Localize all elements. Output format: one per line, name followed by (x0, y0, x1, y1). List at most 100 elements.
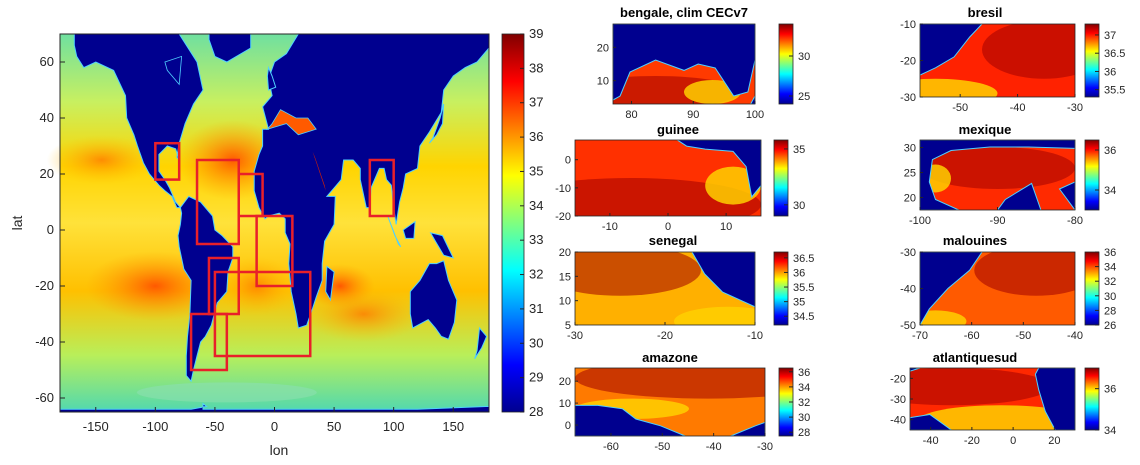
panel-x-tick-label: -60 (603, 441, 619, 453)
panel-y-tick-label: 20 (559, 376, 571, 388)
main-colorbar-tick-label: 35 (529, 163, 543, 178)
panel-colorbar-tick-label: 34 (1104, 262, 1116, 274)
figure-text: lon lat bengale, clim CECv7 bresil guine… (9, 5, 1017, 458)
panel-warm-core (575, 252, 701, 296)
panel-colorbar-tick-label: 36.5 (793, 253, 814, 265)
panel-colorbar-tick-label: 35.5 (1104, 85, 1125, 97)
panel-colorbar-tick-label: 36 (1104, 66, 1116, 78)
main-colorbar-tick-label: 39 (529, 26, 543, 41)
main-colorbar-tick-label: 34 (529, 198, 543, 213)
panel-y-tick-label: -30 (890, 394, 906, 406)
panel-x-tick-label: -30 (1067, 102, 1083, 114)
region-box-atlantiquesud (213, 270, 312, 358)
panel-colorbar-tick-label: 32 (1104, 276, 1116, 288)
panel-colorbar-tick-label: 30 (798, 412, 810, 424)
main-x-axis-label: lon (270, 442, 289, 458)
panel-land (920, 252, 983, 325)
panel-cool-area (918, 405, 1075, 430)
panel-y-tick-label: -50 (900, 320, 916, 332)
main-colorbar-tick-label: 37 (529, 95, 543, 110)
panel-amazone: -60 -50 -40 -30 20 10 0 28 30 32 34 36 (559, 367, 811, 453)
panel-colorbar-tick-label: 36 (793, 267, 805, 279)
panel-cool-area (705, 166, 761, 205)
land-japan (428, 103, 445, 144)
panel-colorbar-tick-label: 37 (1104, 30, 1116, 42)
land-eurasia-africa (253, 33, 490, 329)
y-tick-label: -40 (35, 334, 54, 349)
panel-colorbar-tick-label: 32 (798, 397, 810, 409)
panel-x-tick-label: -50 (1015, 330, 1031, 342)
panel-field (575, 368, 765, 436)
panel-malouines: -70 -60 -50 -40 -30 -40 -50 26 28 30 32 34 36 (900, 247, 1116, 342)
land-indonesia-1 (387, 215, 402, 248)
x-tick-label: -100 (142, 419, 168, 434)
panel-title-mexique: mexique (959, 122, 1012, 137)
x-tick-label: 150 (442, 419, 464, 434)
panel-y-tick-label: -30 (900, 92, 916, 104)
panel-colorbar-tick-label: 30 (798, 51, 810, 63)
land-new-guinea (429, 232, 455, 259)
main-colorbar-tick-label: 32 (529, 267, 543, 282)
panel-cool-area (920, 310, 967, 325)
panel-atlantiquesud: -40 -20 0 20 -20 -30 -40 34 36 (890, 367, 1116, 447)
panel-x-tick-label: 0 (665, 221, 671, 233)
panel-axes-box (574, 367, 766, 437)
panel-y-tick-label: 15 (559, 271, 571, 283)
panel-x-tick-label: -50 (952, 102, 968, 114)
panel-colorbar-tick-label: 35.5 (793, 282, 814, 294)
region-box-guinee (255, 214, 294, 288)
panel-y-tick-label: -20 (900, 56, 916, 68)
x-tick-label: -150 (83, 419, 109, 434)
panel-colorbar-tick-label: 36 (1104, 384, 1116, 396)
main-colorbar-tick-label: 36 (529, 129, 543, 144)
panel-land (920, 140, 1075, 210)
y-tick-label: 40 (40, 110, 54, 125)
panel-colorbar-gradient (773, 139, 789, 217)
panel-land (730, 421, 765, 436)
panel-title-guinee: guinee (657, 122, 699, 137)
panel-colorbar-gradient (1084, 23, 1100, 98)
panel-x-tick-label: 10 (720, 221, 732, 233)
panel-colorbar-tick-label: 30 (793, 200, 805, 212)
panel-colorbar-tick-label: 36 (798, 367, 810, 379)
main-colorbar-gradient (501, 33, 525, 413)
panel-bengale: 80 90 100 10 20 25 30 (597, 23, 810, 121)
panel-x-tick-label: -40 (923, 435, 939, 447)
panel-y-tick-label: 10 (597, 76, 609, 88)
panel-colorbar-tick-label: 34.5 (793, 311, 814, 323)
land-new-zealand (474, 326, 488, 360)
panel-x-tick-label: -80 (1067, 215, 1083, 227)
panel-y-tick-label: 30 (904, 143, 916, 155)
main-colorbar-tick-label: 28 (529, 404, 543, 419)
panel-land (910, 368, 921, 372)
panel-land (676, 140, 761, 199)
main-colorbar-tick-label: 30 (529, 335, 543, 350)
land-north-america (73, 33, 204, 209)
panel-x-tick-label: -100 (909, 215, 931, 227)
panel-land (910, 413, 953, 430)
panel-field (920, 24, 1075, 97)
panel-x-tick-label: -40 (1067, 330, 1083, 342)
y-tick-label: 20 (40, 166, 54, 181)
panel-title-malouines: malouines (943, 233, 1007, 248)
panel-y-tick-label: -10 (555, 183, 571, 195)
x-tick-label: 0 (271, 419, 278, 434)
sea-hudson-bay (164, 55, 183, 86)
panel-y-tick-label: 25 (904, 168, 916, 180)
land-madagascar (325, 265, 335, 302)
main-colorbar-tick-label: 29 (529, 370, 543, 385)
panel-title-atlantiquesud: atlantiquesud (933, 350, 1018, 365)
panel-colorbar-tick-label: 35 (793, 144, 805, 156)
panel-field (920, 140, 1075, 210)
panel-axes-box (612, 23, 756, 105)
panel-x-tick-label: 90 (687, 109, 699, 121)
panel-colorbar-tick-label: 34 (1104, 185, 1116, 197)
sea-mediterranean (266, 109, 317, 136)
panel-land (1058, 181, 1075, 210)
region-box-bengale (368, 158, 395, 218)
panel-y-tick-label: 20 (597, 42, 609, 54)
panel-colorbar-tick-label: 30 (1104, 291, 1116, 303)
panel-colorbar-gradient (1084, 251, 1100, 326)
